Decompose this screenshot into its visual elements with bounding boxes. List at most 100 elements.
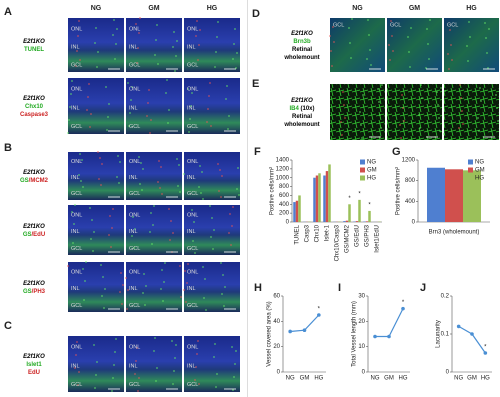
signal: [91, 219, 93, 221]
signal: [157, 181, 159, 183]
row-label: E2f1KO: [23, 39, 45, 45]
signal: [78, 174, 80, 176]
signal: [131, 86, 133, 88]
y-tick-label: 0: [446, 370, 450, 376]
panel-label: J: [420, 282, 426, 294]
signal: [180, 296, 182, 298]
signal: [176, 158, 178, 160]
bar: [343, 221, 346, 222]
micrograph: [68, 262, 124, 312]
panel-label: C: [4, 320, 12, 332]
signal: [351, 18, 353, 20]
row-label: Chx10: [25, 104, 44, 110]
signal: [175, 344, 177, 346]
signal: [224, 286, 226, 288]
signal: [75, 65, 77, 67]
signal: [211, 217, 213, 219]
signal: [202, 198, 204, 200]
layer-label: INL: [129, 44, 138, 50]
signal: [178, 164, 180, 166]
signal: [142, 168, 144, 170]
row-label: Caspase3: [20, 112, 49, 118]
layer-label: ONL: [71, 212, 82, 218]
signal: [141, 189, 143, 191]
signal: [144, 304, 146, 306]
signal: [86, 109, 88, 111]
layer-label: GCL: [129, 382, 140, 388]
signal: [199, 165, 201, 167]
signal: [139, 17, 141, 19]
signal: [78, 371, 80, 373]
signal: [105, 86, 107, 88]
signal: [69, 106, 71, 108]
signal: [237, 167, 239, 169]
signal: [232, 58, 234, 60]
signal: [330, 50, 332, 52]
signal: [83, 299, 85, 301]
column-header: GM: [409, 5, 420, 12]
signal: [399, 124, 401, 126]
signal: [444, 90, 446, 92]
layer-label: ONL: [129, 159, 140, 165]
signal: [185, 301, 187, 303]
signal: [101, 295, 103, 297]
signal: [158, 160, 160, 162]
layer-label: GCL: [187, 62, 198, 68]
signal: [162, 300, 164, 302]
signal: [167, 122, 169, 124]
signal: [168, 208, 170, 210]
signal: [177, 185, 179, 187]
signal: [332, 26, 334, 28]
layer-label: GCL: [71, 303, 82, 309]
signal: [192, 240, 194, 242]
signal: [193, 221, 195, 223]
signal: [156, 367, 158, 369]
signal: [93, 231, 95, 233]
signal: [95, 374, 97, 376]
y-tick-label: 1200: [276, 166, 290, 172]
signal: [79, 59, 81, 61]
y-tick-label: 60: [273, 294, 280, 300]
signal: [147, 102, 149, 104]
signal: [186, 282, 188, 284]
signal: [127, 289, 129, 291]
signal: [235, 350, 237, 352]
signal: [206, 121, 208, 123]
signal: [495, 94, 497, 96]
layer-label: INL: [71, 363, 80, 369]
layer-label: INL: [129, 363, 138, 369]
signal: [136, 347, 138, 349]
signal: [215, 386, 217, 388]
layer-label: ONL: [71, 269, 82, 275]
signal: [421, 97, 423, 99]
signal: [96, 361, 98, 363]
signal: [135, 360, 137, 362]
panel-label: H: [254, 282, 262, 294]
signal: [477, 117, 479, 119]
signal: [221, 293, 223, 295]
bar: [368, 210, 371, 222]
signal: [440, 87, 442, 89]
signal: [496, 107, 498, 109]
signal: [128, 125, 130, 127]
layer-label: ONL: [129, 26, 140, 32]
signal: [427, 43, 429, 45]
row-label: GS/MCM2: [20, 178, 49, 184]
row-label-part: GS: [23, 289, 32, 295]
signal: [438, 117, 440, 119]
signal: [74, 204, 76, 206]
signal: [191, 92, 193, 94]
signal: [370, 64, 372, 66]
micrograph: [68, 152, 124, 200]
signal: [214, 343, 216, 345]
row-label-part: (10x): [299, 106, 315, 112]
signal: [225, 98, 227, 100]
signal: [73, 223, 75, 225]
signal: [202, 266, 204, 268]
row-label-part: E2f1KO: [23, 354, 45, 360]
signal: [199, 29, 201, 31]
signal: [79, 153, 81, 155]
layer-label: GCL: [71, 246, 82, 252]
signal: [173, 370, 175, 372]
signal: [155, 380, 157, 382]
